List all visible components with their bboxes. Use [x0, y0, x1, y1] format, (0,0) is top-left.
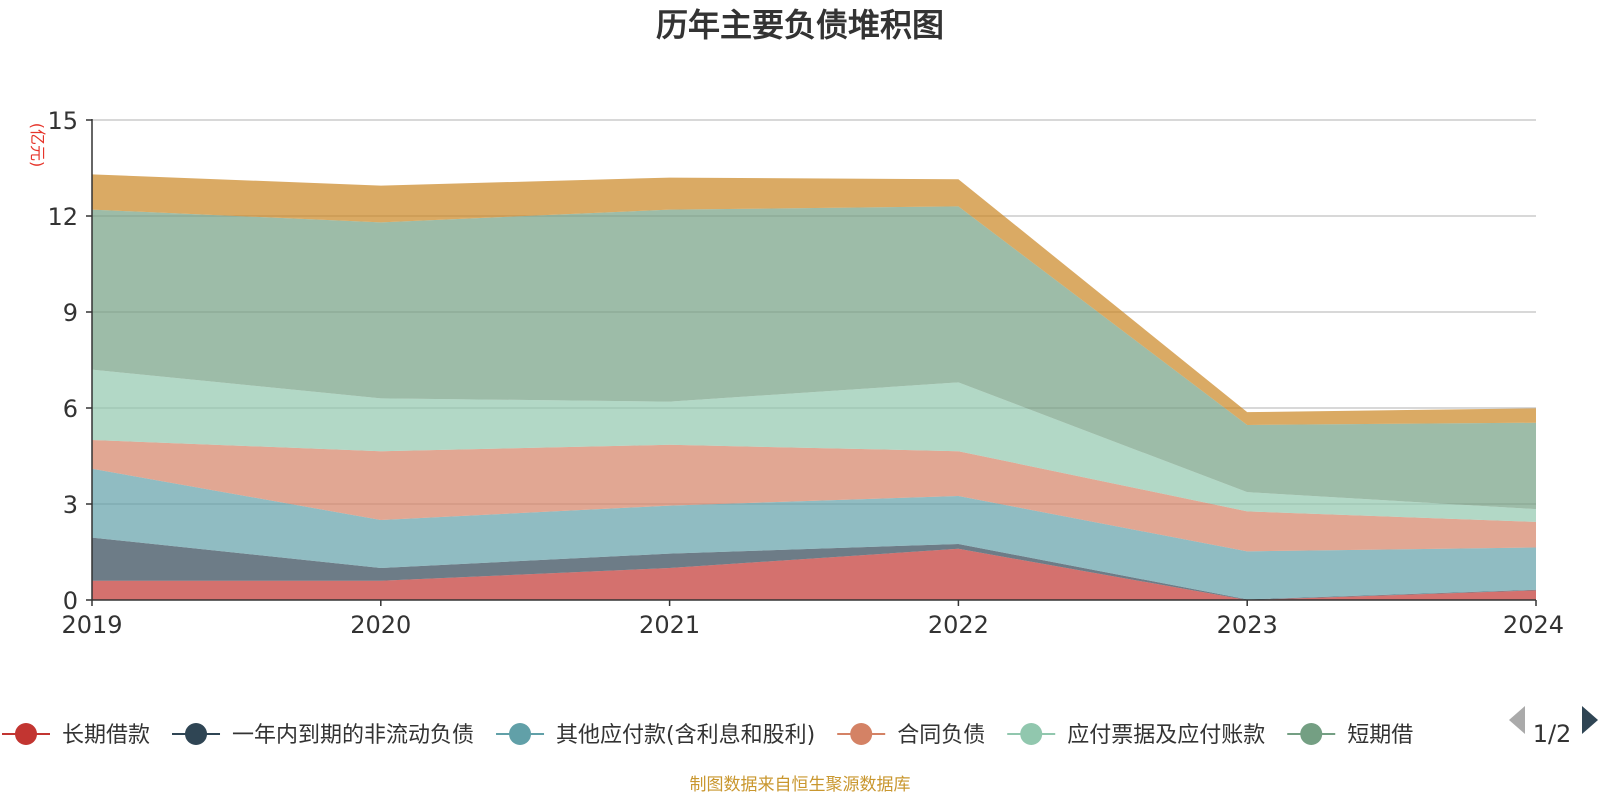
y-tick-label: 15: [47, 107, 78, 135]
area-series-1: [92, 548, 1536, 600]
area-series-5: [92, 369, 1536, 522]
legend-marker-icon: [1020, 723, 1043, 745]
x-tick-label: 2022: [928, 611, 989, 639]
y-tick-label: 9: [63, 299, 78, 327]
area-series-2: [92, 537, 1536, 600]
legend-marker-icon: [15, 723, 37, 745]
x-tick-label: 2021: [639, 611, 700, 639]
axis-layer: 0 3 6 9 12 15 2019 2020 2021 2022 2023 2024: [47, 107, 1564, 639]
legend-item[interactable]: 长期借款: [2, 723, 150, 748]
legend-marker-icon: [1300, 723, 1323, 745]
legend-marker-icon: [185, 723, 208, 745]
x-tick-label: 2019: [61, 611, 122, 639]
legend-items: 长期借款 一年内到期的非流动负债 其他应付款(含利息和股利) 合同负债 应付票据及应付账…: [2, 723, 1413, 748]
area-layer: [92, 174, 1536, 600]
y-tick-label: 12: [47, 203, 78, 231]
pager-next-icon[interactable]: [1582, 706, 1598, 734]
legend-marker-icon: [850, 723, 873, 745]
legend-label: 短期借: [1347, 723, 1413, 748]
y-tick-label: 6: [63, 395, 78, 423]
legend: 长期借款 一年内到期的非流动负债 其他应付款(含利息和股利) 合同负债 应付票据及应付账…: [2, 723, 1413, 748]
area-series-4: [92, 440, 1536, 552]
legend-item[interactable]: 一年内到期的非流动负债: [172, 723, 474, 748]
area-series-7: [92, 174, 1536, 425]
y-tick-label: 0: [63, 587, 78, 615]
legend-label: 其他应付款(含利息和股利): [556, 723, 815, 748]
pager-prev-icon[interactable]: [1509, 706, 1525, 734]
x-tick-label: 2023: [1217, 611, 1278, 639]
pager-page-label: 1/2: [1533, 720, 1572, 748]
legend-item[interactable]: 应付票据及应付账款: [1007, 723, 1265, 748]
data-source-note: 制图数据来自恒生聚源数据库: [690, 775, 911, 795]
legend-label: 应付票据及应付账款: [1067, 723, 1265, 748]
legend-label: 合同负债: [897, 723, 985, 748]
y-axis-unit: (亿元): [28, 123, 47, 168]
legend-pager: 1/2: [1509, 706, 1598, 748]
legend-label: 长期借款: [62, 723, 150, 748]
legend-item[interactable]: 合同负债: [837, 723, 985, 748]
legend-marker-icon: [509, 723, 532, 745]
chart-title: 历年主要负债堆积图: [656, 6, 944, 44]
area-series-6: [92, 206, 1536, 510]
x-tick-label: 2020: [350, 611, 411, 639]
x-tick-label: 2024: [1503, 611, 1564, 639]
legend-label: 一年内到期的非流动负债: [232, 723, 474, 748]
y-tick-label: 3: [63, 491, 78, 519]
area-series-3: [92, 468, 1536, 600]
legend-item[interactable]: 短期借: [1287, 723, 1413, 748]
legend-item[interactable]: 其他应付款(含利息和股利): [496, 723, 815, 748]
